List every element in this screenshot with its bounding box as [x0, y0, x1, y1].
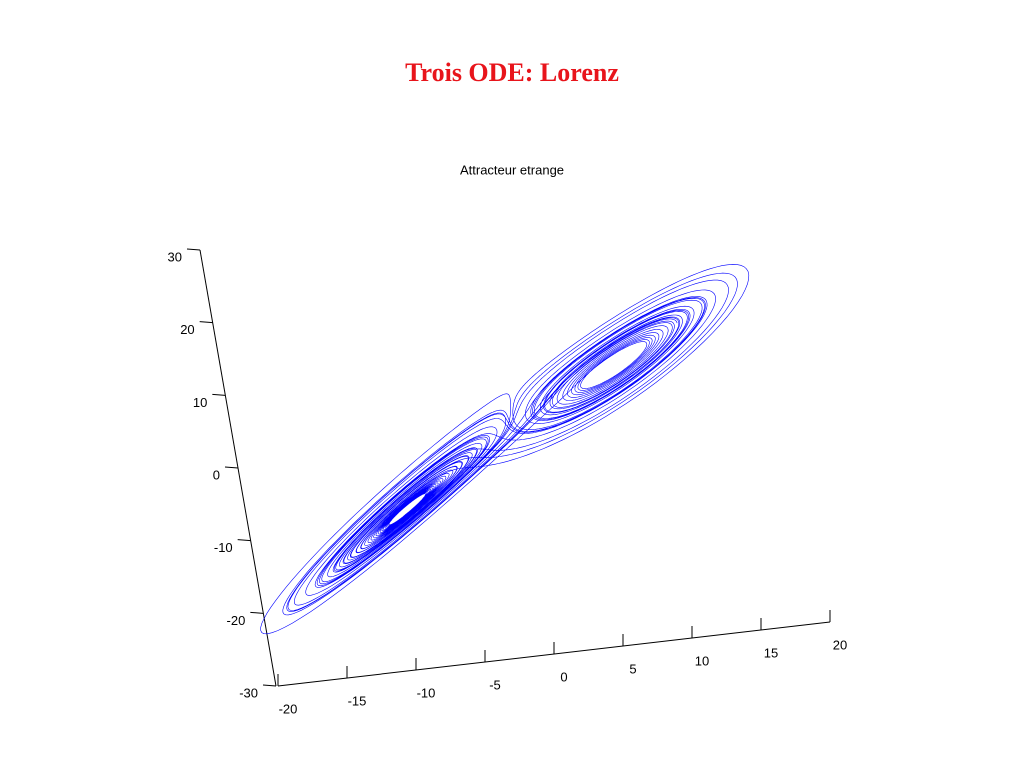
y-tick — [237, 539, 251, 542]
chart-title: Attracteur etrange — [460, 162, 564, 177]
x-tick-label: -5 — [489, 677, 501, 692]
y-tick — [199, 321, 213, 324]
y-tick-label: 10 — [193, 395, 207, 410]
y-tick-label: -10 — [214, 540, 233, 555]
x-tick-label: -15 — [348, 693, 367, 708]
x-tick-label: -20 — [279, 701, 298, 716]
y-tick — [186, 248, 201, 251]
y-tick-label: 0 — [213, 467, 220, 482]
y-tick-label: -20 — [227, 613, 246, 628]
attractor-curve — [260, 264, 750, 635]
y-tick — [224, 466, 239, 469]
y-tick — [250, 611, 264, 614]
x-tick-label: 20 — [833, 637, 847, 652]
x-tick-label: 10 — [695, 653, 709, 668]
x-tick-label: 0 — [560, 669, 567, 684]
slide-title: Trois ODE: Lorenz — [405, 58, 619, 87]
x-tick-label: 5 — [629, 661, 636, 676]
y-tick-label: -30 — [239, 685, 258, 700]
x-tick-label: 15 — [764, 645, 778, 660]
y-tick — [262, 684, 277, 687]
y-tick-label: 20 — [180, 322, 194, 337]
y-tick — [212, 393, 226, 396]
y-tick-label: 30 — [168, 249, 182, 264]
x-tick-label: -10 — [417, 685, 436, 700]
